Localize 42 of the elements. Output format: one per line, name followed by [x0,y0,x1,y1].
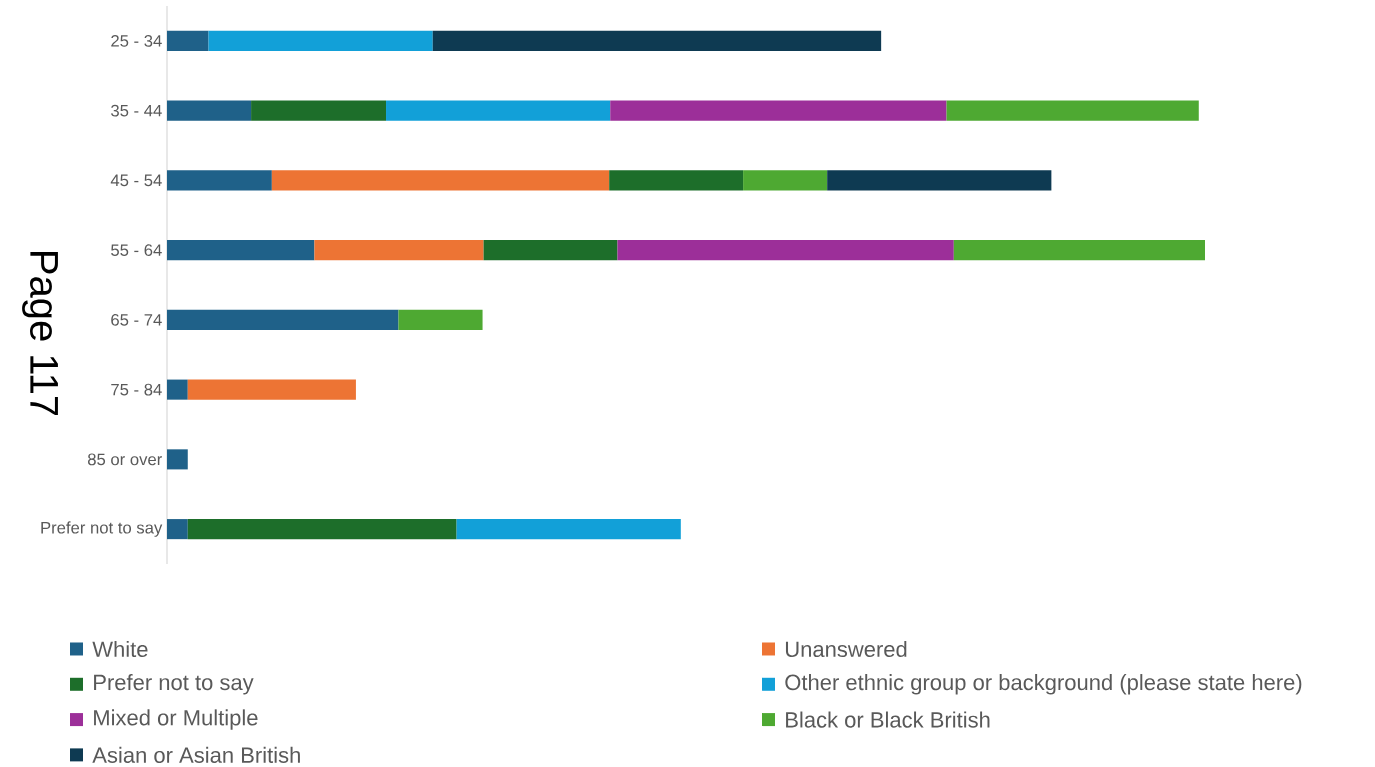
legend-label: Prefer not to say [94,674,254,695]
bar [743,170,828,191]
y-tick-label: 35 - 44 [111,104,162,117]
legend-label: White [92,640,148,658]
bar [827,170,1052,191]
bar [251,100,387,121]
bar [432,30,882,51]
bar [953,240,1205,261]
legend-label: Unanswered [785,640,907,658]
bar [946,100,1199,121]
bar [483,240,618,261]
bar [271,170,610,191]
y-tick-label: 65 - 74 [111,313,162,326]
bar [609,170,744,191]
legend-label: Asian or Asian British [92,746,300,763]
bar [167,100,252,121]
bar [610,100,947,121]
bar [398,309,483,330]
bar [314,240,484,261]
bar [617,240,954,261]
y-tick-label: 45 - 54 [110,174,162,187]
y-tick-label: 85 or over [87,453,162,466]
bar [456,519,681,540]
y-tick-label: 75 - 84 [111,383,162,396]
bar [167,449,188,470]
bar [167,519,188,540]
y-tick-label: 25 - 34 [111,34,162,47]
legend-label: Black or Black British [786,711,990,728]
text: Page 117 [22,252,58,416]
bar [167,170,272,191]
legend-label: Other ethnic group or background (please state here) [785,674,1302,695]
legend-label: Mixed or Multiple [94,709,258,730]
bar [187,519,457,540]
bar [167,309,399,330]
bar [208,30,433,51]
bar [167,379,188,400]
bar [187,379,356,400]
bar [167,240,315,261]
bar [386,100,611,121]
bar [167,30,209,51]
y-tick-label: 55 - 64 [111,244,162,257]
y-tick-label: Prefer not to say [41,521,163,537]
